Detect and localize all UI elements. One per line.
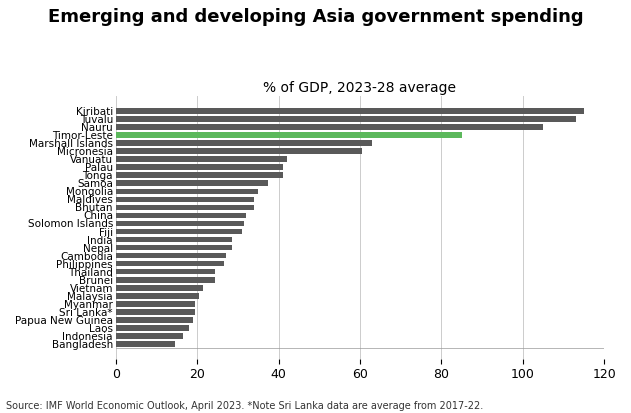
Bar: [115, 245, 232, 250]
Bar: [115, 309, 195, 315]
Bar: [115, 285, 203, 291]
Bar: [115, 341, 175, 347]
Bar: [115, 301, 195, 306]
Bar: [115, 253, 226, 259]
Bar: [115, 213, 246, 218]
Bar: [115, 157, 286, 162]
Bar: [115, 204, 254, 210]
Bar: [115, 197, 254, 202]
Bar: [115, 269, 215, 275]
Text: Emerging and developing Asia government spending: Emerging and developing Asia government …: [48, 8, 583, 26]
Bar: [115, 277, 215, 282]
Bar: [115, 140, 372, 146]
Bar: [115, 261, 223, 266]
Bar: [115, 333, 183, 339]
Bar: [115, 188, 258, 194]
Bar: [115, 116, 575, 122]
Bar: [115, 173, 283, 178]
Bar: [115, 180, 268, 186]
Bar: [115, 317, 193, 323]
Title: % of GDP, 2023-28 average: % of GDP, 2023-28 average: [264, 81, 456, 95]
Text: Source: IMF World Economic Outlook, April 2023. *Note Sri Lanka data are average: Source: IMF World Economic Outlook, Apri…: [6, 401, 483, 411]
Bar: [115, 124, 543, 130]
Bar: [115, 164, 283, 170]
Bar: [115, 108, 584, 114]
Bar: [115, 221, 244, 226]
Bar: [115, 325, 189, 331]
Bar: [115, 132, 462, 138]
Bar: [115, 229, 242, 234]
Bar: [115, 293, 199, 299]
Bar: [115, 237, 232, 242]
Bar: [115, 148, 362, 154]
